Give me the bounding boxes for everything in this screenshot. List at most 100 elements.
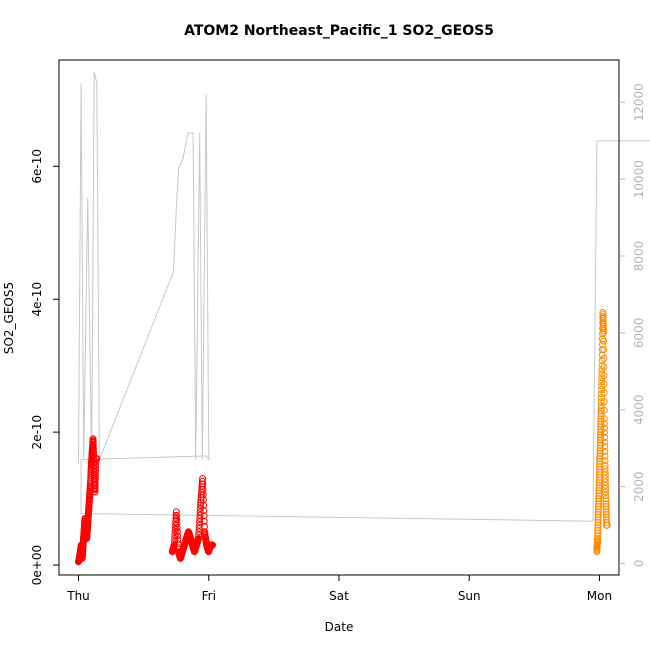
data-point (199, 475, 207, 483)
data-point (595, 503, 602, 511)
data-point (200, 512, 208, 520)
data-point (601, 447, 609, 455)
data-point (173, 520, 181, 528)
data-point (602, 485, 610, 493)
data-point (598, 356, 606, 364)
data-point (89, 441, 97, 449)
data-point (601, 438, 609, 446)
x-axis-label: Date (325, 620, 354, 634)
y2-tick-label: 0 (632, 560, 646, 568)
data-point (603, 519, 610, 526)
plot-layer (75, 71, 650, 566)
x-tick-label-mon: Mon (587, 589, 612, 603)
data-point (602, 495, 610, 503)
data-point (602, 508, 610, 516)
data-point (600, 372, 608, 380)
data-point (597, 428, 605, 436)
data-point (598, 370, 606, 378)
data-point (602, 511, 610, 518)
data-point (209, 541, 216, 549)
data-point (595, 495, 603, 503)
data-point (600, 420, 608, 427)
data-point (173, 516, 181, 524)
data-point (173, 528, 181, 536)
data-point (602, 503, 610, 511)
data-point (602, 497, 610, 505)
data-point (600, 327, 607, 334)
data-point (601, 475, 609, 483)
data-point (594, 513, 602, 521)
data-point (594, 508, 602, 516)
data-point (92, 468, 99, 476)
data-point (597, 398, 605, 406)
data-point (601, 471, 609, 479)
data-point (600, 389, 608, 397)
data-point (600, 346, 608, 354)
data-point (594, 516, 602, 524)
data-point (200, 507, 208, 514)
data-point (594, 524, 602, 532)
data-point (602, 488, 610, 496)
y-tick-label: 6e-10 (30, 149, 44, 184)
data-point (93, 455, 101, 463)
data-point (597, 415, 605, 423)
data-point (196, 508, 204, 516)
data-point (199, 496, 207, 504)
y-tick-label: 4e-10 (30, 282, 44, 317)
data-point (598, 374, 606, 382)
data-point (173, 524, 181, 532)
x-tick-label-sun: Sun (458, 589, 481, 603)
data-point (602, 505, 610, 513)
data-point (91, 475, 99, 483)
data-point (92, 465, 100, 473)
data-point (601, 478, 609, 486)
x-tick-label-thu: Thu (66, 589, 90, 603)
data-point (596, 452, 604, 460)
data-point (601, 443, 609, 451)
data-point (89, 445, 97, 453)
data-point (600, 380, 608, 388)
y2-tick-label: 6000 (632, 318, 646, 349)
data-point (172, 508, 180, 516)
data-point (596, 444, 604, 452)
data-point (601, 465, 609, 473)
data-point (594, 511, 602, 518)
data-point (595, 497, 603, 505)
data-point (173, 512, 180, 520)
data-point (200, 517, 208, 525)
data-point (601, 424, 608, 432)
data-point (174, 536, 182, 544)
data-point (596, 439, 604, 447)
chart-title: ATOM2 Northeast_Pacific_1 SO2_GEOS5 (184, 23, 494, 39)
data-point (195, 521, 203, 529)
data-point (594, 535, 602, 542)
data-point (600, 337, 608, 345)
data-point (595, 484, 603, 492)
data-point (594, 532, 602, 540)
data-point (601, 468, 609, 476)
y2-tick-label: 2000 (632, 471, 646, 502)
data-point (597, 420, 605, 428)
data-point (594, 519, 602, 526)
data-point (594, 527, 602, 534)
data-point (195, 535, 202, 542)
y2-tick-label: 10000 (632, 160, 646, 198)
data-point (91, 485, 99, 493)
data-point (595, 492, 603, 500)
data-point (598, 362, 606, 370)
data-point (601, 461, 609, 469)
data-point (600, 329, 608, 336)
data-point (602, 500, 610, 508)
data-point (596, 441, 604, 449)
data-point (594, 505, 602, 513)
data-point (600, 415, 608, 423)
data-point (89, 438, 97, 446)
data-point (602, 481, 609, 489)
data-point (200, 523, 208, 530)
data-point (599, 325, 607, 332)
data-point (595, 487, 603, 495)
y-tick-label: 2e-10 (30, 415, 44, 450)
y2-tick-label: 8000 (632, 241, 646, 272)
data-point (172, 515, 180, 522)
